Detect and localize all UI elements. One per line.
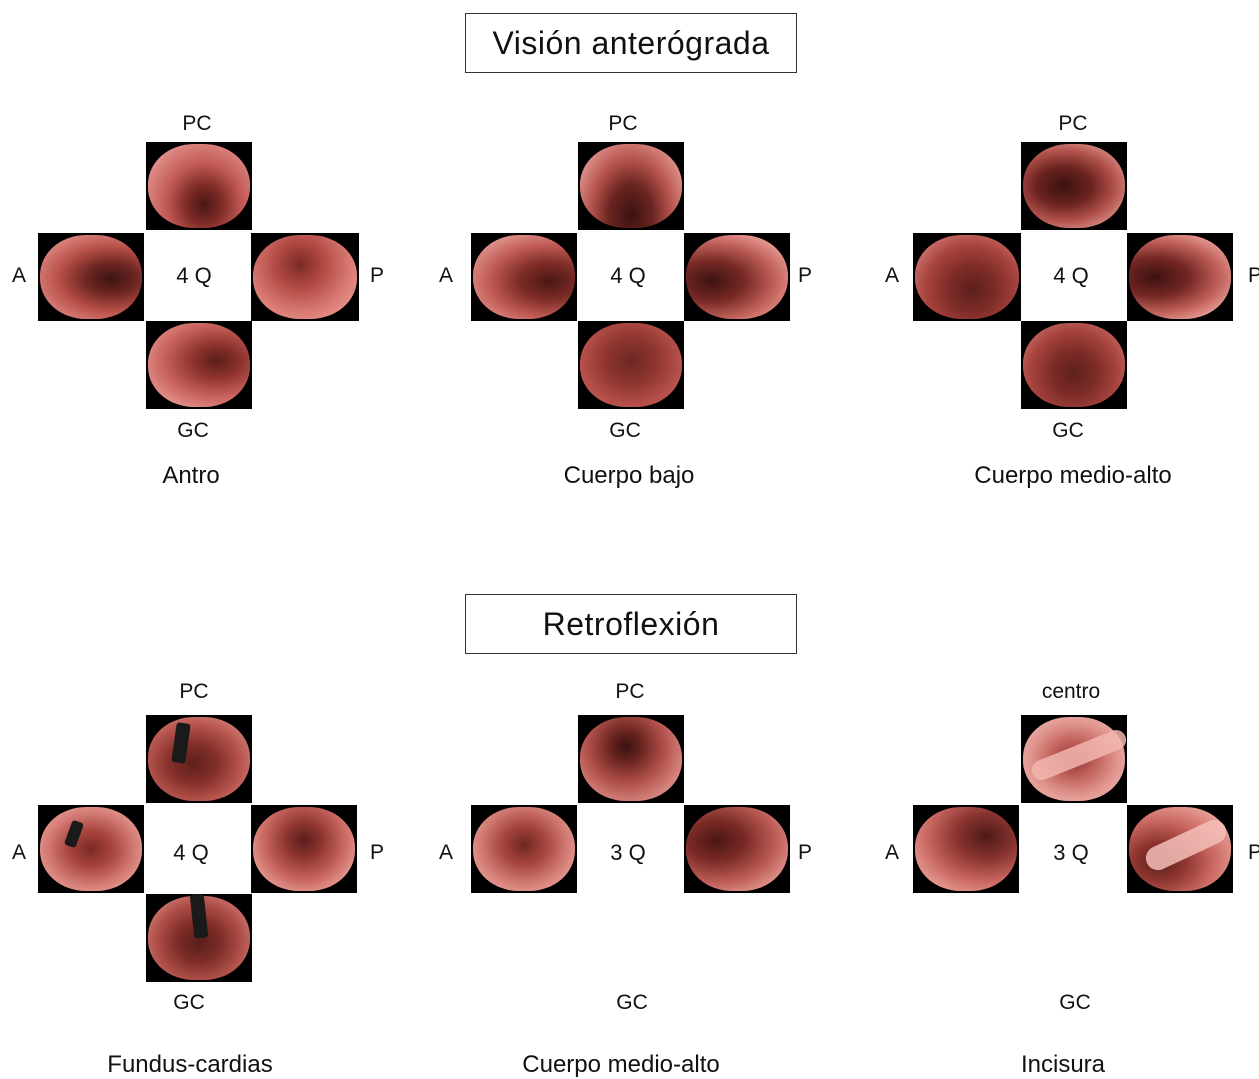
endoscopy-image-left (471, 233, 577, 321)
label-left: A (438, 841, 454, 864)
label-right: P (1247, 841, 1259, 864)
panel-caption: Cuerpo medio-alto (974, 462, 1172, 489)
label-bottom: GC (1059, 991, 1091, 1014)
label-left: A (11, 264, 27, 287)
label-left: A (884, 264, 900, 287)
label-top: PC (182, 112, 212, 135)
endoscopy-image-left (38, 805, 144, 893)
label-bottom: GC (609, 419, 641, 442)
panel-caption: Incisura (1020, 1051, 1106, 1078)
section-title-retroflexion: Retroflexión (465, 594, 797, 654)
label-right: P (1247, 264, 1259, 287)
label-bottom: GC (1052, 419, 1084, 442)
label-right: P (797, 841, 813, 864)
endoscopy-image-right (1127, 805, 1233, 893)
panel-caption: Cuerpo medio-alto (522, 1051, 720, 1078)
endoscopy-image-right (1127, 233, 1233, 321)
quadrant-count: 4 Q (1053, 263, 1089, 288)
endoscopy-image-bottom (1021, 321, 1127, 409)
endoscopy-image-right (251, 233, 359, 321)
endoscopy-image-right (684, 805, 790, 893)
endoscopy-image-bottom (146, 894, 252, 982)
endoscopy-image-top (1021, 142, 1127, 230)
endoscopy-image-top (578, 715, 684, 803)
endoscopy-image-right (684, 233, 790, 321)
label-top: centro (1041, 680, 1101, 703)
endoscopy-image-left (471, 805, 577, 893)
endoscopy-image-top (146, 715, 252, 803)
label-top: PC (615, 680, 645, 703)
panel-caption: Fundus-cardias (107, 1051, 273, 1078)
label-bottom: GC (177, 419, 209, 442)
label-bottom: GC (616, 991, 648, 1014)
panel-caption: Antro (162, 462, 220, 489)
label-top: PC (608, 112, 638, 135)
endoscopy-image-bottom (578, 321, 684, 409)
label-left: A (884, 841, 900, 864)
quadrant-count: 4 Q (173, 840, 209, 865)
endoscopy-image-left (913, 233, 1021, 321)
quadrant-count: 4 Q (176, 263, 212, 288)
endoscopy-image-top (1021, 715, 1127, 803)
label-top: PC (1058, 112, 1088, 135)
label-right: P (369, 264, 385, 287)
section-title-anterograde: Visión anterógrada (465, 13, 797, 73)
quadrant-count: 3 Q (1053, 840, 1089, 865)
endoscopy-image-top (578, 142, 684, 230)
endoscopy-image-bottom (146, 321, 252, 409)
label-right: P (797, 264, 813, 287)
quadrant-count: 4 Q (610, 263, 646, 288)
endoscopy-image-right (251, 805, 357, 893)
label-left: A (11, 841, 27, 864)
label-right: P (369, 841, 385, 864)
label-top: PC (179, 680, 209, 703)
quadrant-count: 3 Q (610, 840, 646, 865)
endoscopy-image-left (913, 805, 1019, 893)
label-left: A (438, 264, 454, 287)
endoscopy-image-top (146, 142, 252, 230)
label-bottom: GC (173, 991, 205, 1014)
endoscopy-image-left (38, 233, 144, 321)
panel-caption: Cuerpo bajo (563, 462, 695, 489)
